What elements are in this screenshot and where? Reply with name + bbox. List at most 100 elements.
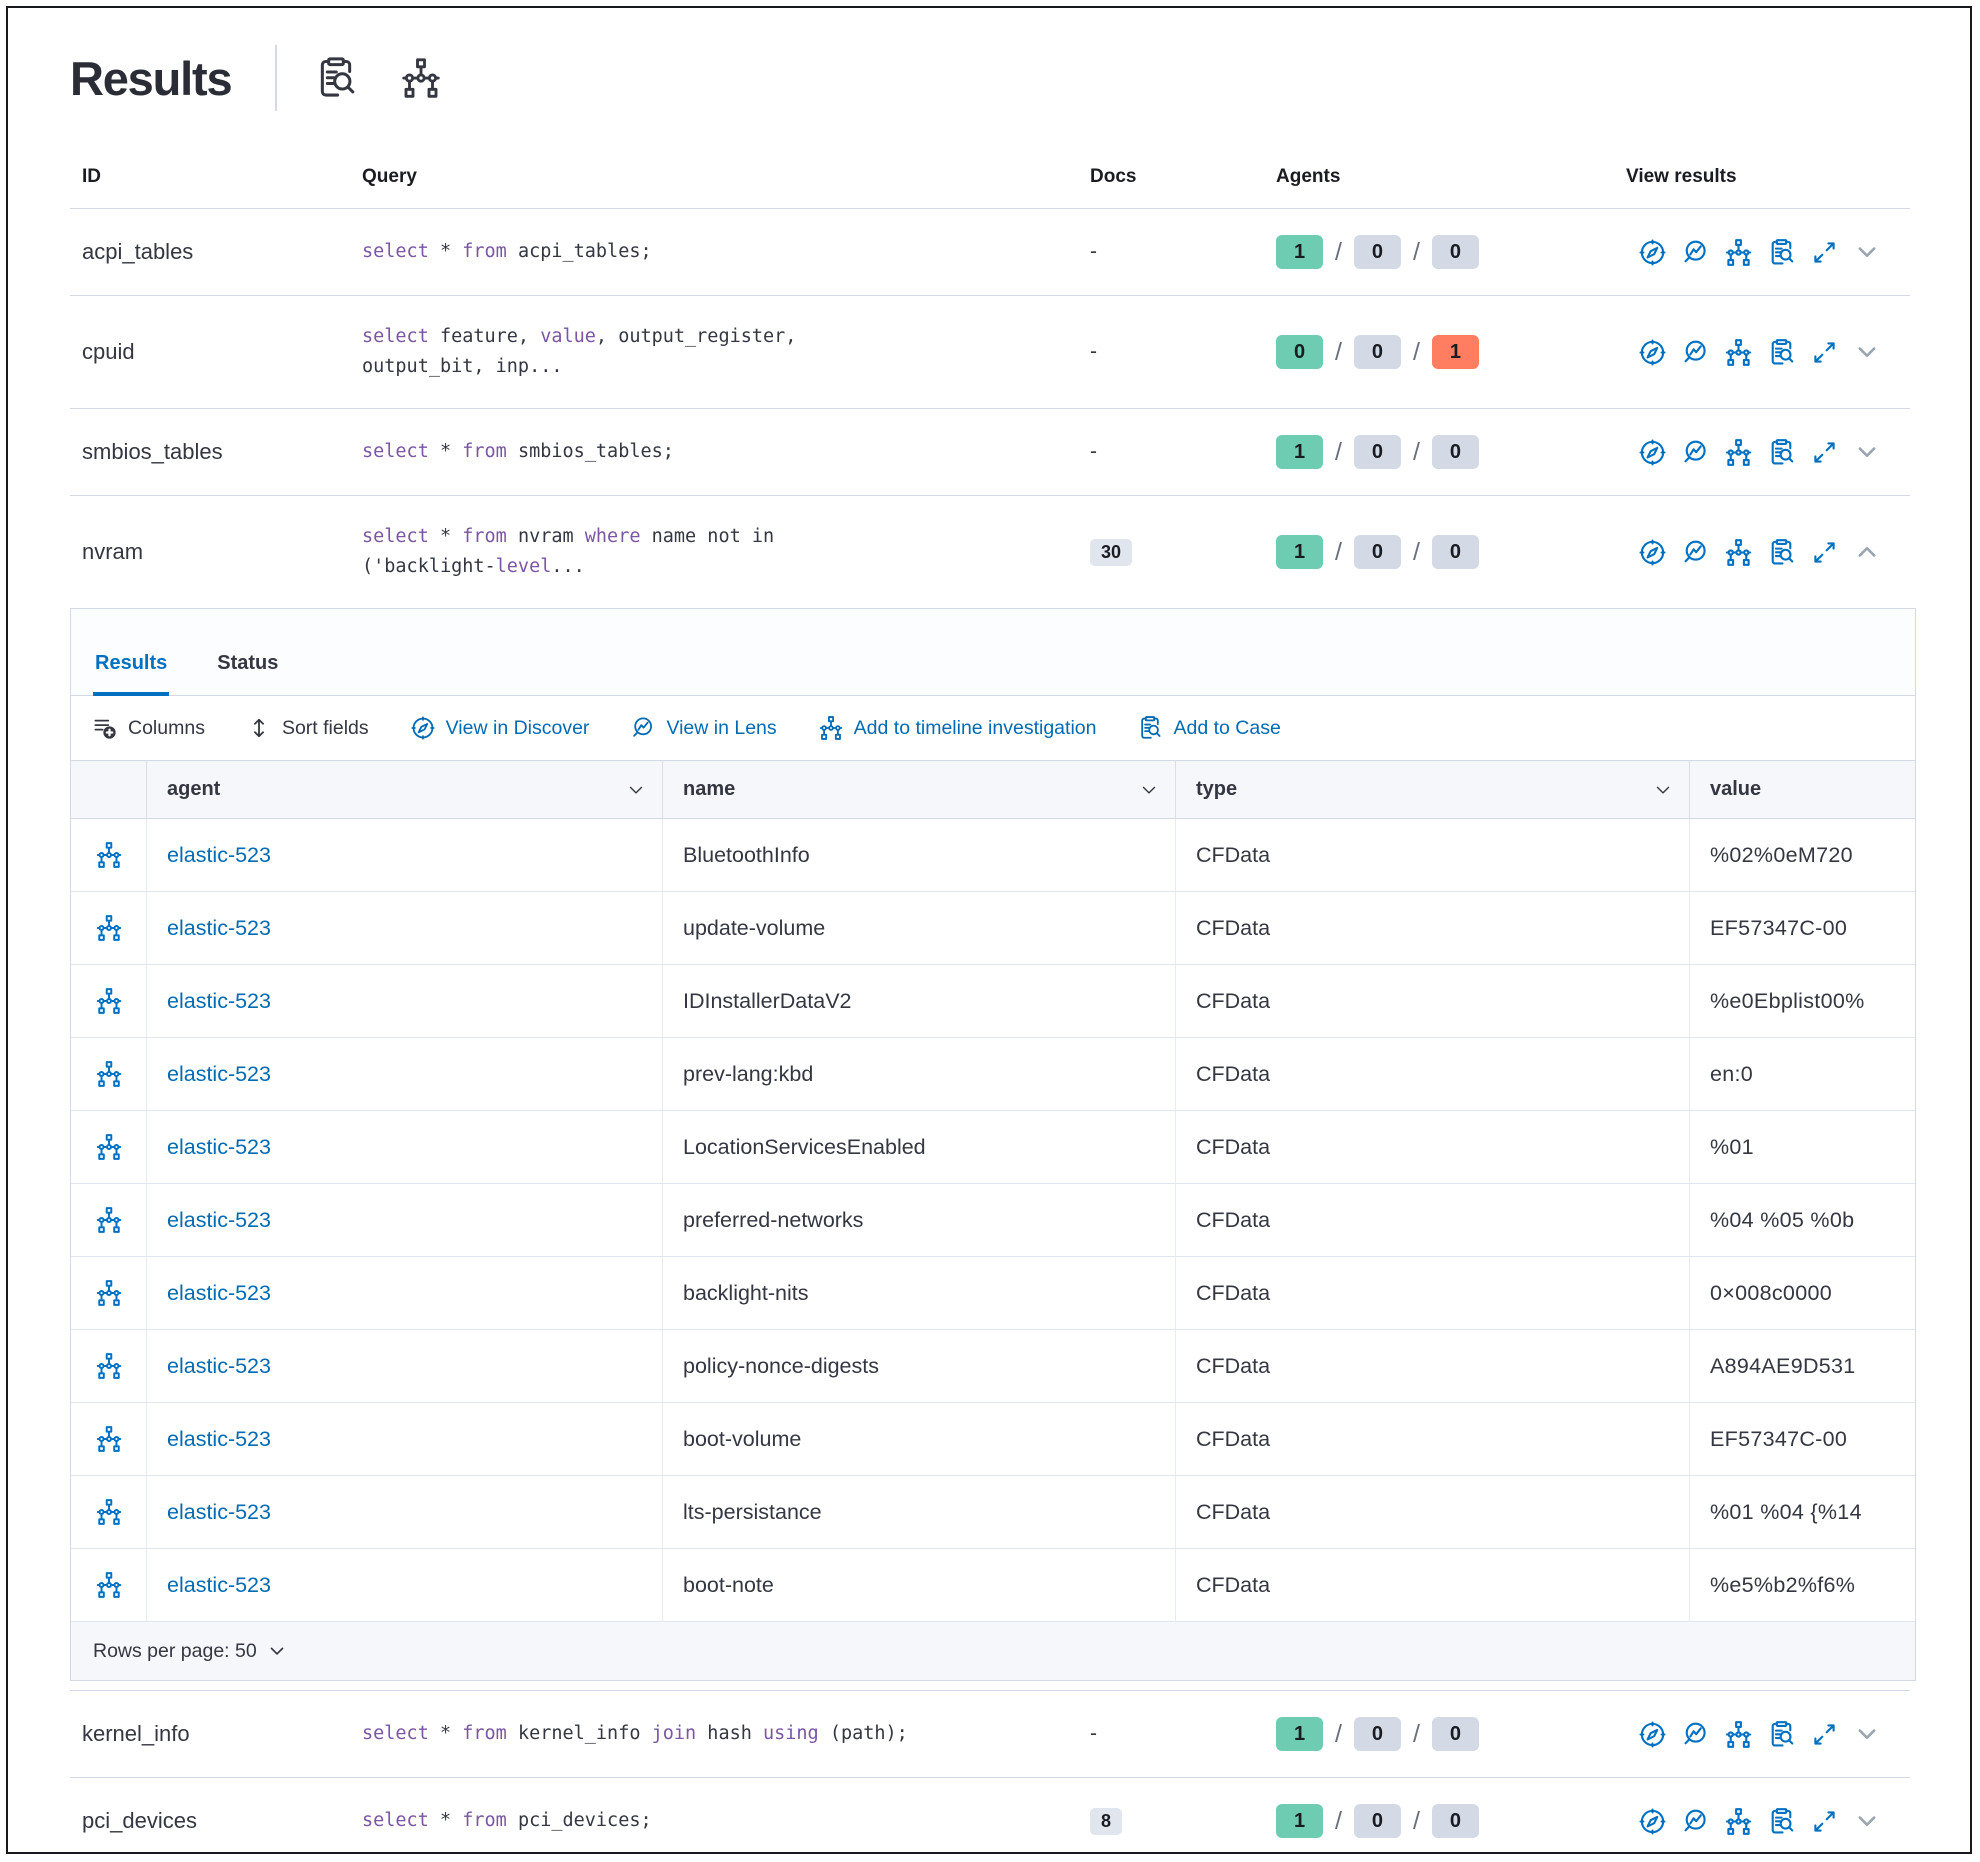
grid-row-actions xyxy=(71,1038,147,1111)
add-to-case-button[interactable]: Add to Case xyxy=(1138,716,1280,740)
agent-link[interactable]: elastic-523 xyxy=(167,1135,271,1160)
slash-divider: / xyxy=(1413,1807,1420,1836)
rows-per-page-button[interactable]: Rows per page: 50 xyxy=(93,1640,287,1663)
add-to-case-icon-button[interactable] xyxy=(1768,439,1795,466)
expand-results-icon-button[interactable] xyxy=(1811,239,1838,266)
add-to-timeline-icon-button[interactable] xyxy=(96,1207,122,1233)
grid-header-value[interactable]: value xyxy=(1690,761,1915,819)
agents-success-badge: 1 xyxy=(1276,535,1323,569)
inspect-icon[interactable] xyxy=(315,57,357,99)
expand-row-chevron-down-icon[interactable] xyxy=(1854,239,1880,265)
view-in-discover-icon-button[interactable] xyxy=(1639,539,1666,566)
view-in-lens-icon-button[interactable] xyxy=(1682,539,1709,566)
view-in-lens-icon-button[interactable] xyxy=(1682,1808,1709,1835)
view-in-lens-icon-button[interactable] xyxy=(1682,1721,1709,1748)
expand-results-icon-button[interactable] xyxy=(1811,339,1838,366)
sort-icon xyxy=(247,716,271,740)
expand-row-chevron-down-icon[interactable] xyxy=(1854,1721,1880,1747)
add-to-case-icon-button[interactable] xyxy=(1768,1808,1795,1835)
view-in-discover-icon-button[interactable] xyxy=(1639,439,1666,466)
query-row-nvram: nvramselect * from nvram where name not … xyxy=(70,495,1910,608)
add-to-case-icon-button[interactable] xyxy=(1768,339,1795,366)
view-in-discover-icon-button[interactable] xyxy=(1639,1808,1666,1835)
agent-link[interactable]: elastic-523 xyxy=(167,1573,271,1598)
grid-header-type[interactable]: type xyxy=(1176,761,1690,819)
tab-status[interactable]: Status xyxy=(215,652,280,695)
sort-fields-label: Sort fields xyxy=(282,717,369,740)
grid-row-actions xyxy=(71,819,147,892)
slash-divider: / xyxy=(1335,438,1342,467)
agent-link[interactable]: elastic-523 xyxy=(167,1208,271,1233)
add-to-timeline-icon-button[interactable] xyxy=(96,1134,122,1160)
agent-link[interactable]: elastic-523 xyxy=(167,1062,271,1087)
view-in-discover-icon-button[interactable] xyxy=(1639,1721,1666,1748)
add-to-timeline-icon-button[interactable] xyxy=(96,988,122,1014)
add-to-timeline-icon-button[interactable] xyxy=(1725,1721,1752,1748)
grid-header-agent[interactable]: agent xyxy=(147,761,663,819)
view-in-discover-icon-button[interactable] xyxy=(1639,339,1666,366)
add-to-timeline-icon-button[interactable] xyxy=(96,915,122,941)
sort-fields-button[interactable]: Sort fields xyxy=(247,716,369,740)
view-in-lens-button[interactable]: View in Lens xyxy=(631,716,776,740)
grid-header-name[interactable]: name xyxy=(663,761,1176,819)
view-in-lens-label: View in Lens xyxy=(666,717,776,740)
agent-link[interactable]: elastic-523 xyxy=(167,1500,271,1525)
view-in-lens-icon-button[interactable] xyxy=(1682,439,1709,466)
add-to-case-icon-button[interactable] xyxy=(1768,539,1795,566)
view-results-actions xyxy=(1614,1695,1910,1774)
grid-cell-name: boot-volume xyxy=(663,1403,1176,1476)
add-to-timeline-icon-button[interactable] xyxy=(96,1426,122,1452)
expand-results-icon-button[interactable] xyxy=(1811,1808,1838,1835)
grid-cell-name: IDInstallerDataV2 xyxy=(663,965,1176,1038)
view-in-lens-icon-button[interactable] xyxy=(1682,339,1709,366)
view-in-discover-icon-button[interactable] xyxy=(1639,239,1666,266)
view-in-discover-label: View in Discover xyxy=(446,717,590,740)
add-to-timeline-investigation-button[interactable]: Add to timeline investigation xyxy=(819,716,1097,740)
query-sql: select feature, value, output_register, … xyxy=(350,296,1078,408)
add-to-timeline-icon-button[interactable] xyxy=(96,1280,122,1306)
query-sql: select * from acpi_tables; xyxy=(350,211,1078,293)
agent-link[interactable]: elastic-523 xyxy=(167,1281,271,1306)
grid-row-actions xyxy=(71,1111,147,1184)
slash-divider: / xyxy=(1335,1720,1342,1749)
expand-row-chevron-down-icon[interactable] xyxy=(1854,339,1880,365)
agent-link[interactable]: elastic-523 xyxy=(167,1354,271,1379)
agents-pending-badge: 0 xyxy=(1354,235,1401,269)
add-to-timeline-icon-button[interactable] xyxy=(1725,1808,1752,1835)
add-to-timeline-icon-button[interactable] xyxy=(1725,339,1752,366)
expand-row-chevron-down-icon[interactable] xyxy=(1854,1808,1880,1834)
add-to-timeline-icon-button[interactable] xyxy=(96,1353,122,1379)
expand-row-chevron-down-icon[interactable] xyxy=(1854,439,1880,465)
sql-code: select * from acpi_tables; xyxy=(362,241,652,262)
grid-cell-agent: elastic-523 xyxy=(147,1257,663,1330)
add-to-timeline-icon-button[interactable] xyxy=(1725,439,1752,466)
agent-link[interactable]: elastic-523 xyxy=(167,916,271,941)
agents-status: 1/0/0 xyxy=(1264,409,1614,495)
view-in-discover-button[interactable]: View in Discover xyxy=(411,716,590,740)
add-to-timeline-icon-button[interactable] xyxy=(96,1572,122,1598)
add-to-timeline-icon-button[interactable] xyxy=(96,1061,122,1087)
docs-count: - xyxy=(1078,1696,1264,1772)
columns-button[interactable]: Columns xyxy=(93,716,205,740)
add-to-case-icon-button[interactable] xyxy=(1768,1721,1795,1748)
add-to-timeline-icon-button[interactable] xyxy=(1725,239,1752,266)
agent-link[interactable]: elastic-523 xyxy=(167,989,271,1014)
expand-results-icon-button[interactable] xyxy=(1811,539,1838,566)
timeline-icon[interactable] xyxy=(401,58,441,98)
add-to-timeline-investigation-label: Add to timeline investigation xyxy=(854,717,1097,740)
query-id: nvram xyxy=(70,513,350,591)
expand-results-icon-button[interactable] xyxy=(1811,1721,1838,1748)
agents-pending-badge: 0 xyxy=(1354,435,1401,469)
add-to-case-icon-button[interactable] xyxy=(1768,239,1795,266)
query-sql: select * from pci_devices; xyxy=(350,1780,1078,1854)
grid-cell-name: backlight-nits xyxy=(663,1257,1176,1330)
agent-link[interactable]: elastic-523 xyxy=(167,843,271,868)
add-to-timeline-icon-button[interactable] xyxy=(1725,539,1752,566)
expand-results-icon-button[interactable] xyxy=(1811,439,1838,466)
add-to-timeline-icon-button[interactable] xyxy=(96,1499,122,1525)
tab-results[interactable]: Results xyxy=(93,652,169,695)
add-to-timeline-icon-button[interactable] xyxy=(96,842,122,868)
collapse-row-chevron-up-icon[interactable] xyxy=(1854,539,1880,565)
agent-link[interactable]: elastic-523 xyxy=(167,1427,271,1452)
view-in-lens-icon-button[interactable] xyxy=(1682,239,1709,266)
